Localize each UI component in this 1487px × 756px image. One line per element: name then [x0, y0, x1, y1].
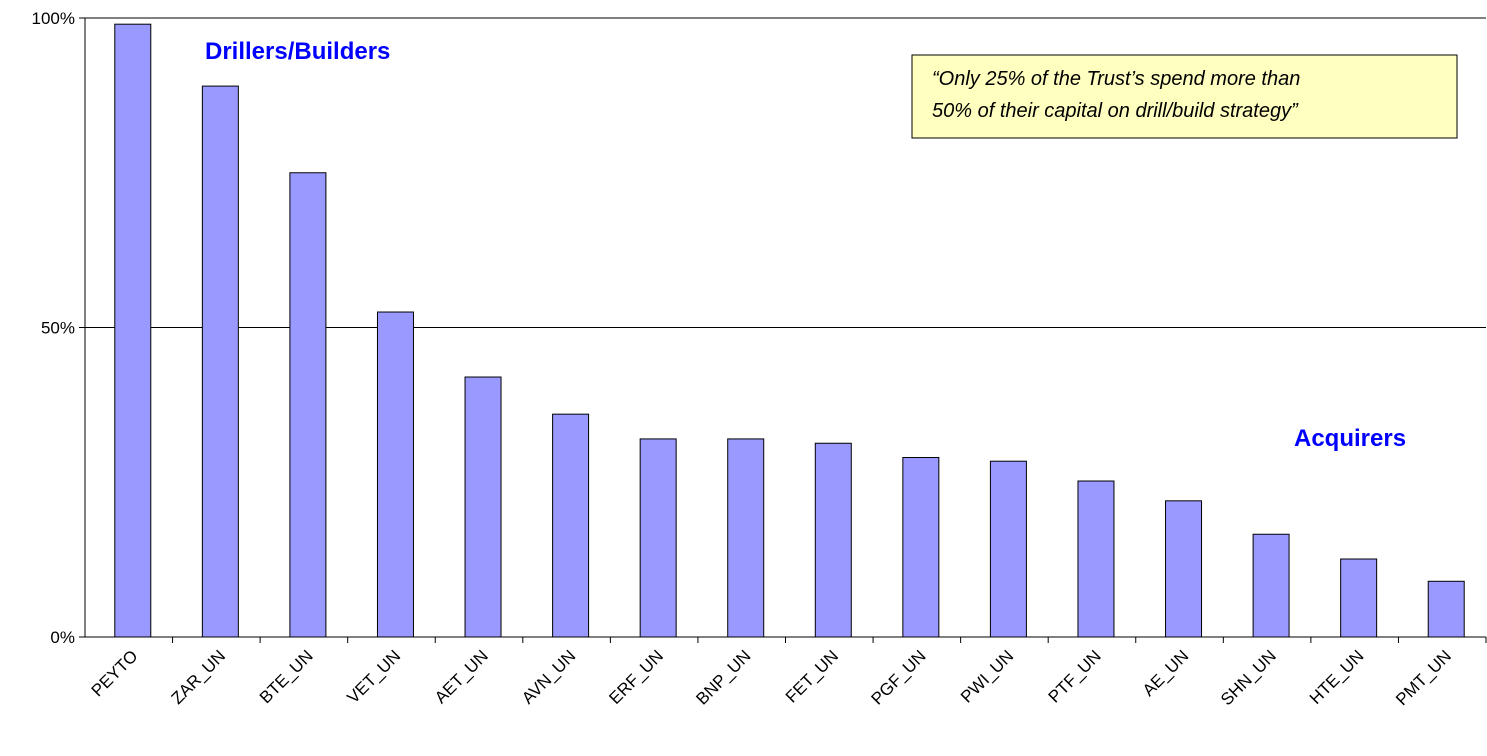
x-tick-label: VET_UN [343, 646, 404, 707]
x-tick-label: BTE_UN [256, 646, 317, 707]
bar [639, 438, 677, 638]
bar [1252, 533, 1290, 638]
x-tick-label: ERF_UN [605, 646, 667, 708]
x-tick-label: PEYTO [88, 646, 142, 700]
x-tick-label: ZAR_UN [168, 646, 230, 708]
bar [727, 438, 765, 638]
bar [201, 85, 239, 638]
x-tick-label: SHN_UN [1217, 646, 1280, 709]
y-tick-label: 100% [32, 9, 75, 28]
bar [1077, 480, 1115, 638]
x-tick-label: HTE_UN [1306, 646, 1368, 708]
note-line: “Only 25% of the Trust’s spend more than [932, 68, 1300, 90]
x-tick-label: FET_UN [782, 646, 842, 706]
bar [1165, 500, 1203, 638]
bar [814, 442, 852, 638]
bar [1427, 580, 1465, 638]
x-tick-label: AET_UN [431, 646, 492, 707]
x-tick-label: PMT_UN [1392, 646, 1455, 709]
x-tick-label: AE_UN [1139, 646, 1193, 700]
note-box [911, 54, 1458, 139]
x-tick-label: PGF_UN [867, 646, 929, 708]
bar [289, 172, 327, 638]
note-line: 50% of their capital on drill/build stra… [932, 100, 1299, 122]
bar [552, 413, 590, 638]
bar [464, 376, 502, 638]
bar [376, 311, 414, 638]
x-tick-label: BNP_UN [692, 646, 754, 708]
annotation: Drillers/Builders [205, 38, 390, 65]
bar [114, 23, 152, 638]
y-tick-label: 0% [50, 628, 75, 647]
bar [902, 456, 940, 638]
bar [1340, 558, 1378, 638]
bar [989, 460, 1027, 638]
annotation: Acquirers [1294, 425, 1406, 452]
y-tick-label: 50% [41, 319, 75, 338]
x-tick-label: PWI_UN [957, 646, 1017, 706]
x-tick-label: AVN_UN [518, 646, 579, 707]
x-tick-label: PTF_UN [1045, 646, 1105, 706]
